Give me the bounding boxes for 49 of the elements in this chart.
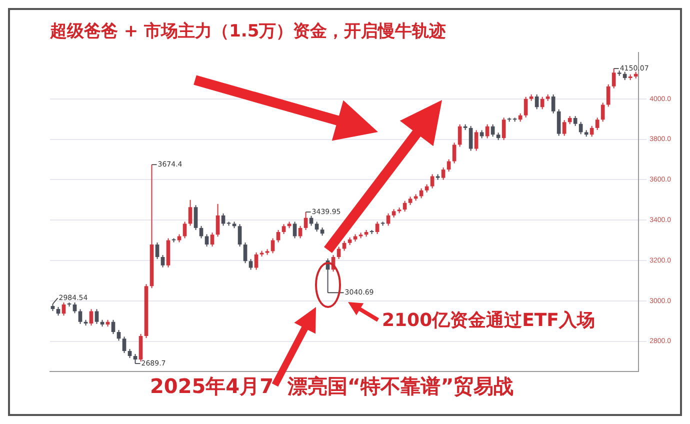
candlestick [304,212,308,230]
candlestick [160,254,165,268]
candlestick [562,120,566,136]
candlestick [474,130,478,152]
candlestick [133,354,138,364]
candlestick [122,336,126,354]
candlestick [282,224,286,235]
candlestick [578,121,583,135]
candlestick [78,308,82,324]
candlestick [276,229,280,243]
candlestick [551,94,556,114]
candlestick [441,167,446,180]
candlestick [248,258,253,270]
candlestick [573,116,578,126]
candlestick [243,242,248,264]
text: 2025年4月7 漂亮国“特不靠谱”贸易战 [150,374,514,398]
candlestick [468,125,473,152]
candlestick [314,221,319,232]
candlestick [254,252,258,270]
annotation: 2100亿资金通过ETF入场 [382,310,595,331]
candlestick [194,204,198,230]
candlestick [556,108,561,136]
candlestick [342,240,346,252]
candlestick [540,96,544,110]
candlestick [595,117,600,130]
candlestick [155,242,160,260]
candlestick [128,348,132,359]
candlestick [182,221,187,239]
candlestick [452,142,456,164]
candlestick [600,102,605,122]
candlestick [375,221,380,235]
candlestick [502,117,506,141]
chart-title: 超级爸爸 + 市场主力（1.5万）资金，开启慢牛轨迹 [49,22,446,42]
candlestick [210,232,214,248]
candlestick [111,319,116,335]
candlestick [292,221,297,239]
candlestick [216,203,220,238]
candlestick [612,68,616,89]
candlestick [430,174,434,189]
candlestick [204,234,209,248]
candlestick [238,224,242,248]
candlestick [62,302,66,316]
candlestick [524,96,528,118]
candlestick [188,199,192,226]
candlestick [606,84,610,108]
candlestick [89,308,94,326]
candlestick [590,125,594,138]
candlestick [94,308,99,324]
candlestick [138,334,143,362]
